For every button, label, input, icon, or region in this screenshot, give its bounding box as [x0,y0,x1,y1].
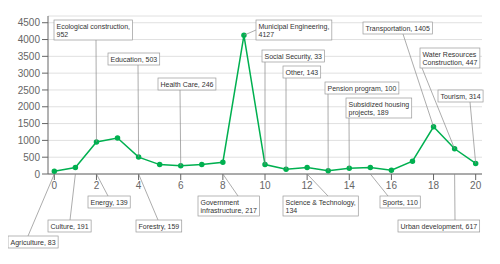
svg-text:Pension program, 100: Pension program, 100 [328,85,397,93]
svg-text:18: 18 [428,180,440,191]
svg-text:6: 6 [178,180,184,191]
svg-text:1000: 1000 [18,135,41,146]
svg-text:2: 2 [94,180,100,191]
svg-text:134: 134 [286,207,298,214]
svg-text:Energy, 139: Energy, 139 [91,199,128,207]
svg-text:16: 16 [386,180,398,191]
svg-text:4: 4 [136,180,142,191]
svg-text:Forestry, 159: Forestry, 159 [139,223,180,231]
svg-text:Education, 503: Education, 503 [111,56,158,63]
svg-text:20: 20 [470,180,482,191]
svg-text:4500: 4500 [18,17,41,28]
svg-text:0: 0 [52,180,58,191]
svg-text:Municipal Engineering,: Municipal Engineering, [259,23,330,31]
svg-text:2000: 2000 [18,101,41,112]
svg-text:4000: 4000 [18,34,41,45]
svg-text:Other, 143: Other, 143 [286,69,319,76]
svg-text:projects, 189: projects, 189 [349,109,389,117]
svg-text:Ecological construction,: Ecological construction, [57,23,131,31]
svg-text:Construction, 447: Construction, 447 [423,59,478,66]
svg-text:3500: 3500 [18,51,41,62]
svg-text:infrastructure, 217: infrastructure, 217 [201,207,258,214]
svg-text:14: 14 [344,180,356,191]
svg-text:Agriculture, 83: Agriculture, 83 [11,239,56,247]
svg-text:Urban development, 617: Urban development, 617 [401,223,478,231]
svg-text:Government: Government [201,199,240,206]
svg-text:Culture, 191: Culture, 191 [51,223,89,230]
svg-text:952: 952 [57,31,69,38]
svg-text:Sports, 110: Sports, 110 [383,199,418,207]
svg-text:Water Resources: Water Resources [423,51,477,58]
svg-text:Subsidized housing: Subsidized housing [349,101,410,109]
svg-text:3000: 3000 [18,68,41,79]
svg-text:10: 10 [259,180,271,191]
svg-text:8: 8 [220,180,226,191]
svg-text:Health Care, 246: Health Care, 246 [161,81,214,88]
svg-text:1500: 1500 [18,118,41,129]
svg-text:500: 500 [23,152,40,163]
svg-text:Transportation, 1405: Transportation, 1405 [366,25,430,33]
svg-text:12: 12 [302,180,314,191]
svg-text:Social Security, 33: Social Security, 33 [265,53,323,61]
svg-text:0: 0 [34,169,40,180]
svg-text:Tourism, 314: Tourism, 314 [441,93,481,100]
svg-text:2500: 2500 [18,85,41,96]
svg-text:4127: 4127 [259,31,275,38]
svg-text:Science & Technology,: Science & Technology, [286,199,356,207]
